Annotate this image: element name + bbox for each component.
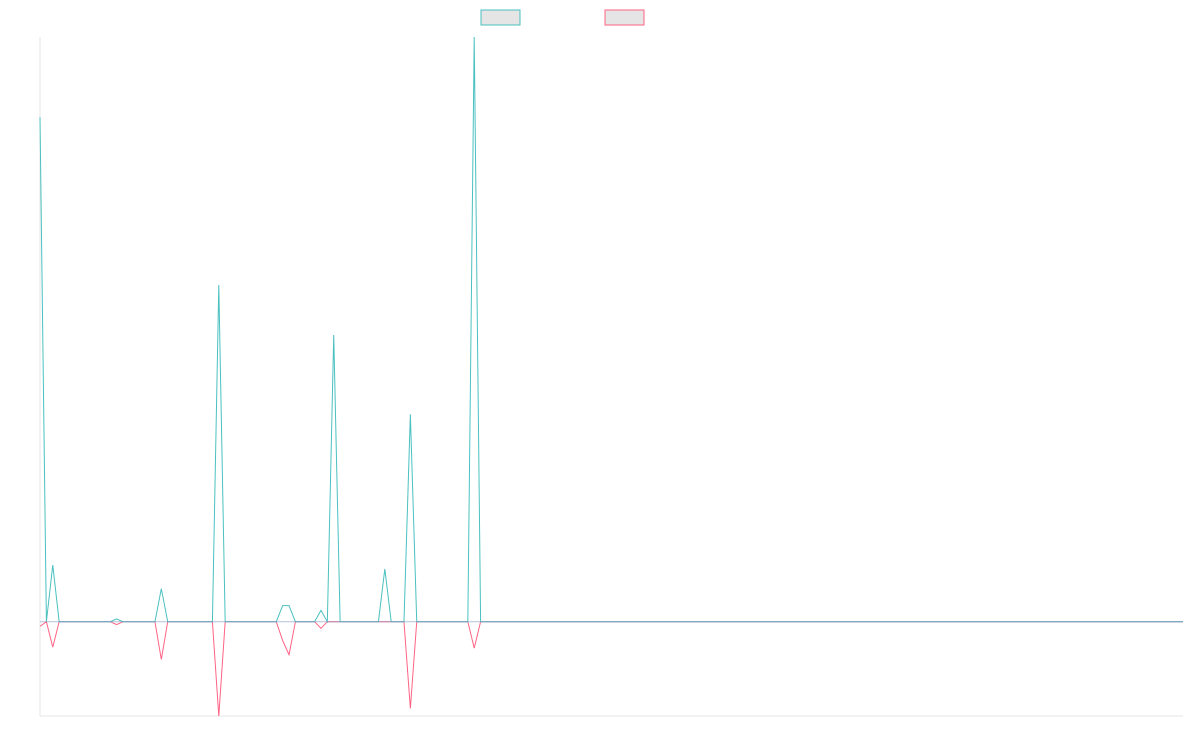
legend-swatch-series-a[interactable] — [480, 9, 521, 26]
legend-swatch-series-b[interactable] — [604, 9, 645, 26]
legend — [480, 9, 645, 26]
series-layer — [39, 36, 1183, 717]
